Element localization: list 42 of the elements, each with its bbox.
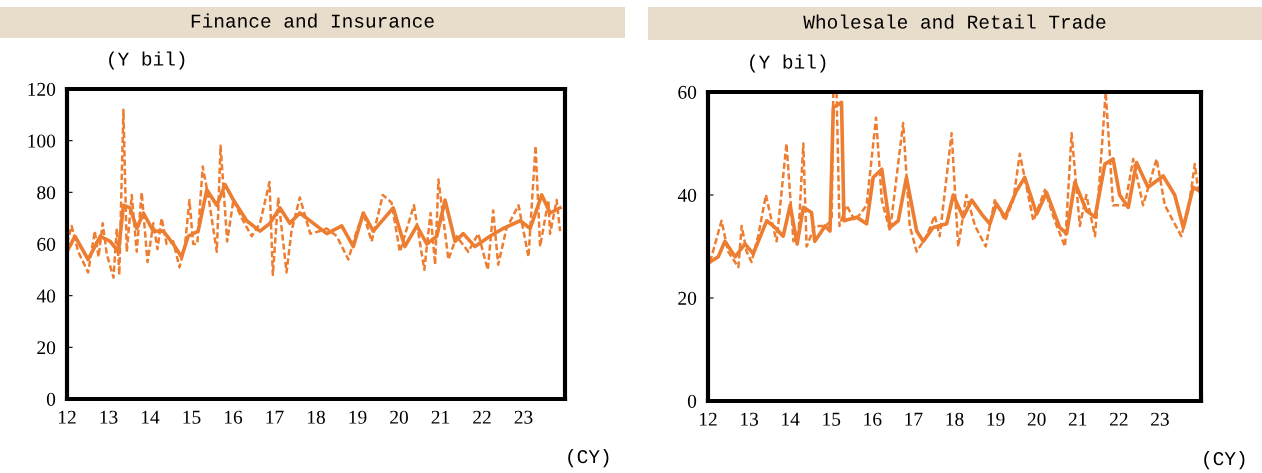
x-tick-label: 12: [58, 410, 76, 424]
x-tick-label: 17: [905, 412, 923, 426]
x-tick-label: 19: [987, 412, 1005, 426]
x-tick-label: 23: [514, 410, 533, 424]
x-tick-label: 20: [1027, 412, 1046, 426]
x-tick-label: 12: [699, 412, 717, 426]
y-tick-label: 40: [677, 188, 697, 202]
x-tick-label: 15: [183, 410, 201, 424]
x-tick-label: 21: [1068, 412, 1087, 426]
chart-title: Finance and Insurance: [191, 13, 434, 28]
y-tick-label: 0: [46, 392, 56, 406]
x-tick-label: 14: [141, 410, 160, 424]
x-tick-label: 13: [100, 410, 118, 424]
y-tick-label: 20: [37, 341, 56, 355]
x-tick-label: 16: [224, 410, 243, 424]
y-tick-label: 60: [678, 85, 697, 99]
y-tick-label: 120: [28, 82, 56, 96]
x-tick-label: 22: [1109, 412, 1128, 426]
line-series: [67, 108, 562, 279]
x-tick-label: 21: [431, 410, 450, 424]
y-tick-label: 0: [687, 394, 697, 408]
x-tick-label: 18: [946, 412, 964, 426]
x-tick-label: 22: [473, 410, 491, 424]
x-axis-title: (CY): [1204, 451, 1245, 470]
y-tick-label: 60: [37, 237, 56, 251]
x-tick-label: 13: [741, 412, 759, 426]
x-tick-label: 18: [307, 410, 325, 424]
y-axis-title: (Y bil): [750, 54, 826, 73]
x-tick-label: 16: [864, 412, 882, 426]
x-tick-label: 19: [349, 410, 367, 424]
x-tick-label: 14: [782, 412, 800, 426]
x-tick-label: 20: [390, 410, 408, 424]
x-tick-label: 15: [823, 412, 841, 426]
y-tick-label: 80: [37, 186, 56, 200]
x-axis-title: (CY): [568, 449, 609, 468]
y-tick-label: 20: [678, 291, 697, 305]
y-axis-title: (Y bil): [109, 51, 185, 70]
chart-title: Wholesale and Retail Trade: [803, 14, 1106, 29]
y-tick-label: 40: [36, 289, 56, 303]
y-tick-label: 100: [28, 134, 56, 148]
x-tick-label: 17: [266, 410, 284, 424]
x-tick-label: 23: [1151, 412, 1169, 426]
